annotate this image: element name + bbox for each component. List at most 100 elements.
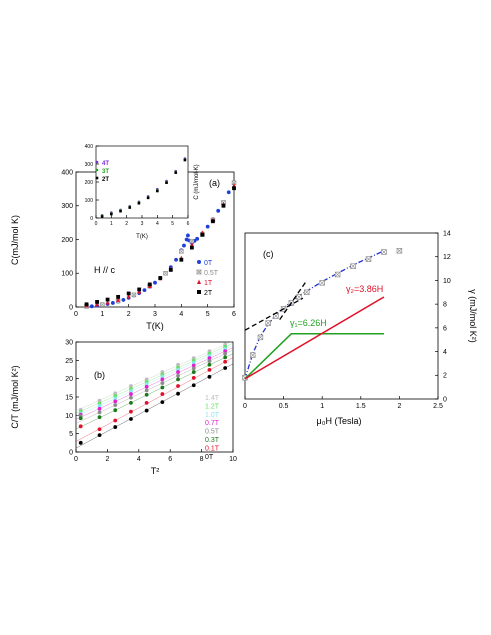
- x-tick-label: 1.5: [356, 403, 366, 410]
- data-point-b: [113, 425, 118, 429]
- data-point-c: [350, 263, 356, 269]
- data-point-b: [78, 424, 83, 429]
- fit-line-b: [75, 353, 234, 430]
- data-point-a_inset: [174, 171, 178, 174]
- data-point-b: [113, 408, 118, 413]
- data-point-a: [211, 219, 215, 224]
- data-point-a: [110, 301, 115, 305]
- data-point-a: [105, 297, 110, 302]
- data-point-b: [191, 376, 196, 380]
- data-point-a_inset: [156, 189, 159, 193]
- data-point-b: [160, 385, 165, 390]
- data-point-c-cross: [250, 352, 256, 358]
- y-tick-label: 400: [85, 144, 94, 150]
- x-tick-label: 0: [74, 456, 78, 463]
- data-point-c-cross: [319, 280, 325, 286]
- x-tick-label: 5: [171, 221, 174, 227]
- y-tick-label: 300: [61, 203, 73, 210]
- data-point-a_inset: [110, 212, 113, 216]
- data-point-c-cross: [350, 263, 356, 269]
- legend-marker: [197, 260, 201, 264]
- y-tick-label: 20: [65, 376, 73, 383]
- x-tick-label: 1: [320, 403, 324, 410]
- data-point-a: [89, 304, 94, 309]
- data-point-b: [129, 392, 133, 396]
- y-tick-label: 0: [90, 216, 93, 222]
- data-point-b: [97, 415, 102, 420]
- y-tick-label: 25: [65, 358, 73, 365]
- panel-label-c: (c): [263, 249, 274, 259]
- data-point-a: [158, 276, 163, 280]
- data-point-a: [186, 233, 190, 238]
- data-point-a: [100, 302, 105, 307]
- data-point-b: [129, 389, 133, 394]
- data-point-a: [179, 249, 184, 254]
- x-tick-label: 1: [100, 311, 104, 318]
- x-tick-label: 2: [397, 403, 401, 410]
- data-point-c-cross: [304, 289, 310, 295]
- x-axis-label-a: T(K): [146, 321, 164, 331]
- panel-a-inset: 0 1 2 3 4 5 6 0 100 200 300 400 C (mJ/mol-K) T(K) 4…: [85, 144, 200, 240]
- data-point-a_inset: [165, 181, 168, 185]
- data-point-a: [131, 292, 137, 298]
- y-axis-label-a: C(mJ/mol K): [10, 215, 20, 265]
- y-tick-label: 10: [443, 278, 451, 285]
- data-point-a: [153, 280, 157, 285]
- data-point-c: [296, 294, 302, 300]
- fit-line-b: [75, 349, 234, 424]
- legend-label: 0T: [205, 454, 214, 461]
- y-tick-label: 15: [65, 394, 73, 401]
- x-tick-label: 3: [153, 311, 157, 318]
- legend-label: 1.2T: [205, 403, 220, 410]
- data-point-c: [365, 256, 372, 262]
- data-point-a_inset: [146, 196, 150, 200]
- x-tick-label: 3: [141, 221, 144, 227]
- y-tick-label: 4: [443, 349, 447, 356]
- data-point-a: [163, 271, 168, 276]
- data-point-a: [137, 289, 142, 294]
- data-point-b: [97, 410, 102, 415]
- data-point-b: [160, 400, 165, 405]
- legend-marker: [95, 168, 99, 172]
- data-point-a-cross: [163, 271, 168, 276]
- data-point-c-cross: [265, 320, 271, 326]
- data-point-b: [78, 416, 83, 421]
- x-tick-label: 4: [137, 456, 141, 463]
- legend-label: 0T: [204, 260, 213, 267]
- data-point-a: [116, 294, 121, 299]
- x-tick-label: 10: [229, 456, 237, 463]
- legend-label: 0.5T: [205, 429, 220, 436]
- data-point-a: [189, 245, 194, 250]
- data-point-b: [223, 366, 228, 370]
- x-tick-label: 0: [74, 311, 78, 318]
- data-point-c: [334, 271, 341, 278]
- y-tick-label: 0: [69, 304, 73, 311]
- line-c-5: [244, 296, 385, 380]
- data-point-a-cross: [189, 239, 194, 244]
- data-point-c-cross: [365, 256, 372, 262]
- fit-line-b: [75, 345, 234, 417]
- x-tick-label: 6: [168, 456, 172, 463]
- data-point-b: [207, 362, 212, 367]
- x-tick-label: 6: [232, 311, 236, 318]
- legend-label: 2T: [102, 177, 109, 183]
- panel-label-a: (a): [209, 178, 220, 188]
- legend-marker: [95, 160, 99, 164]
- x-tick-label: 2: [105, 456, 109, 463]
- data-point-b: [176, 373, 180, 378]
- data-point-c: [249, 352, 256, 358]
- data-point-a_inset: [183, 158, 187, 162]
- legend-label: 3T: [102, 169, 109, 175]
- y-axis-label-inset: C (mJ/mol-K): [194, 164, 200, 199]
- x-tick-label: 0.5: [279, 403, 289, 410]
- data-point-a: [226, 190, 231, 195]
- fit-line-b: [75, 343, 234, 414]
- data-point-a: [95, 300, 99, 304]
- data-point-b: [113, 403, 118, 407]
- x-tick-label: 1: [110, 221, 113, 227]
- x-tick-label: 6: [187, 221, 190, 227]
- y-tick-label: 30: [65, 339, 73, 346]
- data-point-b: [207, 367, 212, 372]
- data-point-b: [129, 417, 133, 421]
